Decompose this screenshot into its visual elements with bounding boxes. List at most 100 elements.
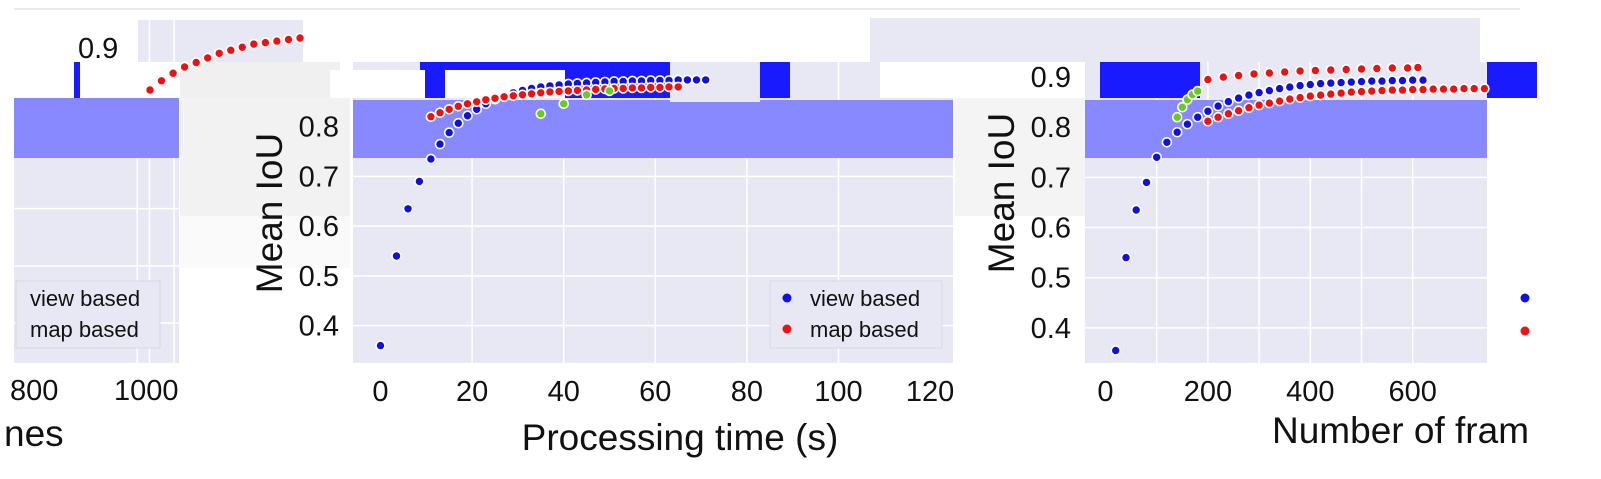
- right-point-view-based: [1315, 78, 1326, 89]
- right-point-map-based: [1407, 84, 1418, 95]
- y-tick-label: 0.9: [1031, 62, 1071, 94]
- left-x-tick-label: 1000: [114, 375, 179, 407]
- right-x-axis-label: Number of fram: [1272, 410, 1529, 451]
- right-point-view-based: [1376, 75, 1388, 87]
- right-x-ticks: 0 200 400 600: [1097, 376, 1436, 408]
- right-points: [1110, 62, 1490, 356]
- right-point-view-based: [1335, 77, 1347, 88]
- middle-point-view-based: [462, 110, 473, 121]
- middle-legend-label-view: view based: [810, 286, 920, 311]
- x-tick-label: 0: [372, 376, 388, 408]
- right-point-map-based: [1427, 83, 1439, 95]
- right-point-map-based: [1387, 84, 1398, 96]
- middle-x-axis-label: Processing time (s): [522, 417, 839, 458]
- right-point-map-based-upper-: [1279, 66, 1290, 78]
- left-point-map-based: [202, 52, 213, 64]
- middle-legend-label-map: map based: [810, 317, 919, 342]
- right-point-view-based: [1243, 89, 1255, 101]
- middle-point-map-based: [498, 91, 510, 103]
- middle-point-view-based: [691, 74, 702, 86]
- right-point-map-based: [1438, 83, 1449, 95]
- right-point-map-based: [1346, 86, 1357, 98]
- middle-point-view-based: [414, 176, 425, 187]
- right-point-map-based-upper-: [1233, 70, 1244, 81]
- left-x-tick-label: 800: [10, 375, 58, 407]
- middle-y-ticks: 0.4 0.5 0.6 0.7 0.8: [299, 112, 339, 343]
- left-point-map-based: [190, 57, 202, 68]
- middle-point-map-based: [443, 104, 455, 115]
- right-point-highlight: [1177, 101, 1188, 113]
- right-point-view-based: [1182, 118, 1193, 130]
- left-point-map-based: [237, 41, 248, 53]
- right-point-view-based: [1407, 74, 1418, 86]
- right-point-view-based: [1110, 345, 1121, 356]
- middle-point-map-based: [452, 101, 464, 112]
- left-band: [14, 96, 179, 158]
- left-point-map-based: [167, 67, 179, 79]
- right-point-map-based-upper-: [1371, 63, 1383, 74]
- right-point-map-based: [1335, 87, 1347, 99]
- middle-legend-marker-view: [782, 293, 792, 303]
- middle-point-view-based: [443, 127, 455, 138]
- left-artifact-1: [180, 62, 340, 98]
- right-point-map-based-upper-: [1356, 63, 1367, 75]
- right-point-map-based: [1274, 95, 1285, 107]
- right-point-map-based: [1294, 92, 1306, 103]
- middle-band-dark-2: [760, 62, 790, 98]
- right-artifact-1: [880, 62, 1045, 98]
- left-points: [144, 32, 306, 96]
- right-artifact-3: [1430, 62, 1487, 98]
- middle-point-map-based: [535, 87, 547, 99]
- middle-panel: Mean IoU 0.4 0.5 0.6 0.7 0.8 0 20 40 60 80 100 120…: [249, 62, 954, 458]
- right-point-map-based: [1243, 102, 1255, 113]
- middle-artifact-1: [330, 70, 425, 98]
- left-point-map-based: [179, 61, 190, 73]
- right-point-view-based: [1233, 92, 1244, 104]
- right-point-map-based: [1202, 115, 1214, 127]
- middle-point-map-based: [663, 81, 675, 93]
- left-legend-label-view: view based: [30, 286, 140, 311]
- y-tick-label: 0.6: [299, 211, 339, 243]
- middle-legend-box: [769, 280, 943, 349]
- right-point-map-based: [1448, 83, 1459, 95]
- right-point-view-based: [1253, 87, 1265, 98]
- right-point-map-based: [1356, 86, 1367, 97]
- middle-point-highlight: [535, 108, 547, 119]
- left-legend-box: [15, 280, 161, 349]
- right-point-view-based: [1202, 105, 1214, 117]
- middle-point-map-based: [517, 89, 528, 101]
- right-point-view-based: [1346, 76, 1357, 88]
- left-point-map-based: [213, 47, 225, 59]
- right-point-view-based: [1417, 74, 1429, 86]
- middle-point-view-based: [375, 340, 386, 351]
- right-legend-marker-map: [1520, 326, 1530, 336]
- middle-point-map-based: [425, 111, 437, 122]
- right-point-view-based: [1387, 75, 1398, 86]
- right-point-view-based: [1294, 80, 1306, 91]
- middle-point-map-based: [645, 82, 657, 93]
- middle-point-view-based: [391, 250, 402, 262]
- right-point-map-based: [1458, 83, 1470, 94]
- middle-point-map-based: [654, 82, 666, 93]
- x-tick-label: 40: [548, 376, 580, 408]
- y-tick-label: 0.5: [1031, 263, 1071, 295]
- y-tick-label: 0.8: [299, 112, 339, 144]
- right-point-highlight: [1192, 85, 1203, 97]
- left-x-axis-label: nes: [4, 413, 64, 454]
- x-tick-label: 600: [1389, 376, 1437, 408]
- right-point-map-based-upper-: [1310, 65, 1321, 76]
- right-point-map-based: [1233, 105, 1244, 116]
- middle-point-map-based: [489, 93, 501, 104]
- right-point-view-based: [1141, 177, 1152, 188]
- left-artifact-4: [14, 62, 74, 98]
- right-point-map-based: [1397, 84, 1408, 96]
- middle-x-ticks: 0 20 40 60 80 100 120: [372, 376, 954, 408]
- middle-point-map-based: [507, 90, 519, 102]
- x-tick-label: 100: [814, 376, 862, 408]
- middle-point-map-based: [544, 86, 556, 98]
- left-point-map-based: [248, 38, 260, 50]
- middle-legend-marker-map: [782, 324, 792, 334]
- y-tick-label: 0.6: [1031, 213, 1071, 245]
- right-point-view-based: [1397, 75, 1408, 86]
